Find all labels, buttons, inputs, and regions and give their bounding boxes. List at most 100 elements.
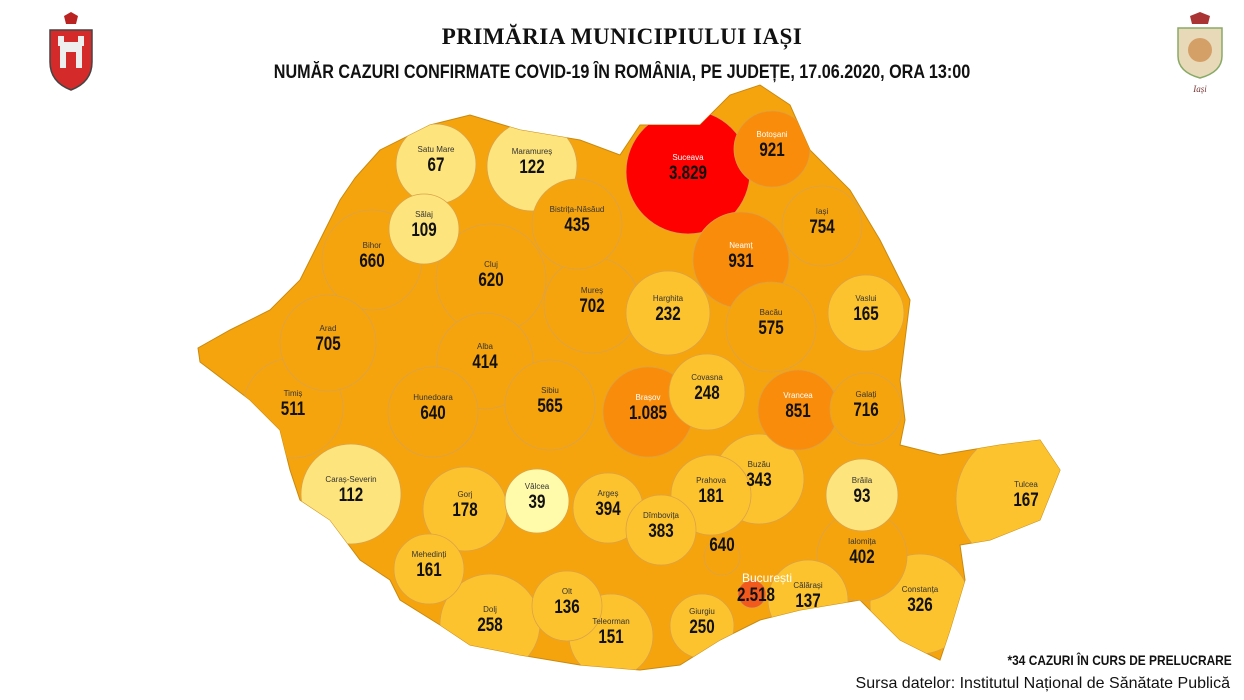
county-name-label: Bihor <box>363 241 382 250</box>
county-cases-label: 248 <box>694 381 720 403</box>
county-name-label: Prahova <box>696 476 726 485</box>
county-cases-label: 167 <box>1013 488 1038 510</box>
county-region[interactable] <box>279 294 377 392</box>
county-name-label: Hunedoara <box>413 393 453 402</box>
county-cases-label: 250 <box>689 615 714 637</box>
county-name-label: Teleorman <box>592 617 629 626</box>
county-name-label: București <box>742 571 792 585</box>
county-region[interactable] <box>531 178 623 270</box>
county-name-label: Cluj <box>484 260 498 269</box>
emblem-text: Iași <box>1192 84 1207 94</box>
county-cases-label: 3.829 <box>669 161 707 183</box>
county-name-label: Iași <box>816 207 829 216</box>
county-region[interactable] <box>825 458 899 532</box>
county-cases-label: 178 <box>452 498 478 520</box>
county-name-label: Mehedinți <box>412 550 447 559</box>
county-cases-label: 565 <box>537 394 563 416</box>
county-cases-label: 161 <box>416 558 442 580</box>
county-region[interactable] <box>388 193 460 265</box>
county-name-label: Arad <box>320 324 337 333</box>
county-name-label: Neamț <box>729 241 753 250</box>
county-cases-label: 394 <box>595 497 621 519</box>
county-name-label: Dîmbovița <box>643 511 680 520</box>
county-cases-label: 383 <box>648 519 673 541</box>
county-cases-label: 181 <box>698 484 724 506</box>
county-name-label: Galați <box>856 390 877 399</box>
county-name-label: Botoșani <box>756 130 787 139</box>
county-name-label: Tulcea <box>1014 480 1038 489</box>
county-name-label: Satu Mare <box>418 145 455 154</box>
county-region[interactable] <box>393 533 465 605</box>
county-name-label: Suceava <box>672 153 704 162</box>
county-region[interactable] <box>737 579 767 609</box>
county-name-label: Vâlcea <box>525 482 550 491</box>
county-name-label: Timiș <box>284 389 303 398</box>
county-cases-label: 716 <box>853 398 878 420</box>
county-name-label: Ialomița <box>848 537 877 546</box>
county-cases-label: 705 <box>315 332 341 354</box>
county-region[interactable] <box>387 366 479 458</box>
county-cases-label: 122 <box>519 155 544 177</box>
county-name-label: Constanța <box>902 585 939 594</box>
county-region[interactable] <box>668 353 746 431</box>
county-name-label: Buzău <box>748 460 771 469</box>
county-cases-label: 402 <box>849 545 874 567</box>
county-cases-label: 1.085 <box>629 401 667 423</box>
iasi-city-coat-of-arms-logo <box>49 12 93 91</box>
county-name-label: Brăila <box>852 476 873 485</box>
county-cases-label: 151 <box>598 625 624 647</box>
county-cases-label: 93 <box>854 484 871 506</box>
county-cases-label: 620 <box>478 268 503 290</box>
county-name-label: Sibiu <box>541 386 559 395</box>
county-region[interactable] <box>504 359 596 451</box>
county-cases-label: 921 <box>759 138 785 160</box>
county-cases-label: 39 <box>529 490 546 512</box>
county-cases-label: 851 <box>785 399 811 421</box>
county-name-label: Vaslui <box>855 294 876 303</box>
county-region[interactable] <box>504 468 570 534</box>
county-name-label: Olt <box>562 587 573 596</box>
data-source: Sursa datelor: Institutul Național de Să… <box>855 675 1230 692</box>
county-region[interactable] <box>625 270 711 356</box>
county-name-label: Dolj <box>483 605 497 614</box>
county-cases-label: 640 <box>420 401 445 423</box>
county-cases-label: 575 <box>758 316 784 338</box>
county-cases-label: 640 <box>709 533 734 555</box>
county-cases-label: 511 <box>281 397 306 419</box>
county-region[interactable] <box>829 372 903 446</box>
county-region[interactable] <box>827 274 905 352</box>
county-cases-label: 258 <box>477 613 503 635</box>
county-cases-label: 109 <box>411 218 436 240</box>
county-region[interactable] <box>725 281 817 373</box>
county-cases-label: 414 <box>472 350 498 372</box>
county-name-label: Giurgiu <box>689 607 715 616</box>
county-name-label: Caraș-Severin <box>325 475 376 484</box>
county-region[interactable] <box>781 185 863 267</box>
county-cases-label: 232 <box>655 302 680 324</box>
county-name-label: Brașov <box>636 393 661 402</box>
iasi-county-emblem-logo: Iași <box>1177 12 1223 94</box>
county-name-label: Argeș <box>598 489 619 498</box>
county-region[interactable] <box>703 538 741 576</box>
county-cases-label: 702 <box>579 294 604 316</box>
map-subtitle: NUMĂR CAZURI CONFIRMATE COVID-19 ÎN ROMÂ… <box>273 62 971 83</box>
county-name-label: Harghita <box>653 294 684 303</box>
county-name-label: Vrancea <box>783 391 813 400</box>
county-cases-label: 2.518 <box>737 583 775 605</box>
county-cases-label: 326 <box>907 593 932 615</box>
county-cases-label: 931 <box>728 249 754 271</box>
county-cases-label: 343 <box>746 468 771 490</box>
county-cases-label: 67 <box>428 153 445 175</box>
county-region[interactable] <box>531 570 603 642</box>
county-name-label: Bistrița-Năsăud <box>550 205 605 214</box>
county-name-label: Gorj <box>457 490 472 499</box>
page-title: PRIMĂRIA MUNICIPIULUI IAȘI <box>441 24 803 49</box>
county-name-label: Alba <box>477 342 494 351</box>
county-name-label: Sălaj <box>415 210 433 219</box>
county-cases-label: 660 <box>359 249 384 271</box>
county-cases-label: 137 <box>795 589 820 611</box>
county-name-label: Maramureș <box>512 147 552 156</box>
processing-cases-note: *34 CAZURI ÎN CURS DE PRELUCRARE <box>1007 652 1232 668</box>
county-region[interactable] <box>625 494 697 566</box>
